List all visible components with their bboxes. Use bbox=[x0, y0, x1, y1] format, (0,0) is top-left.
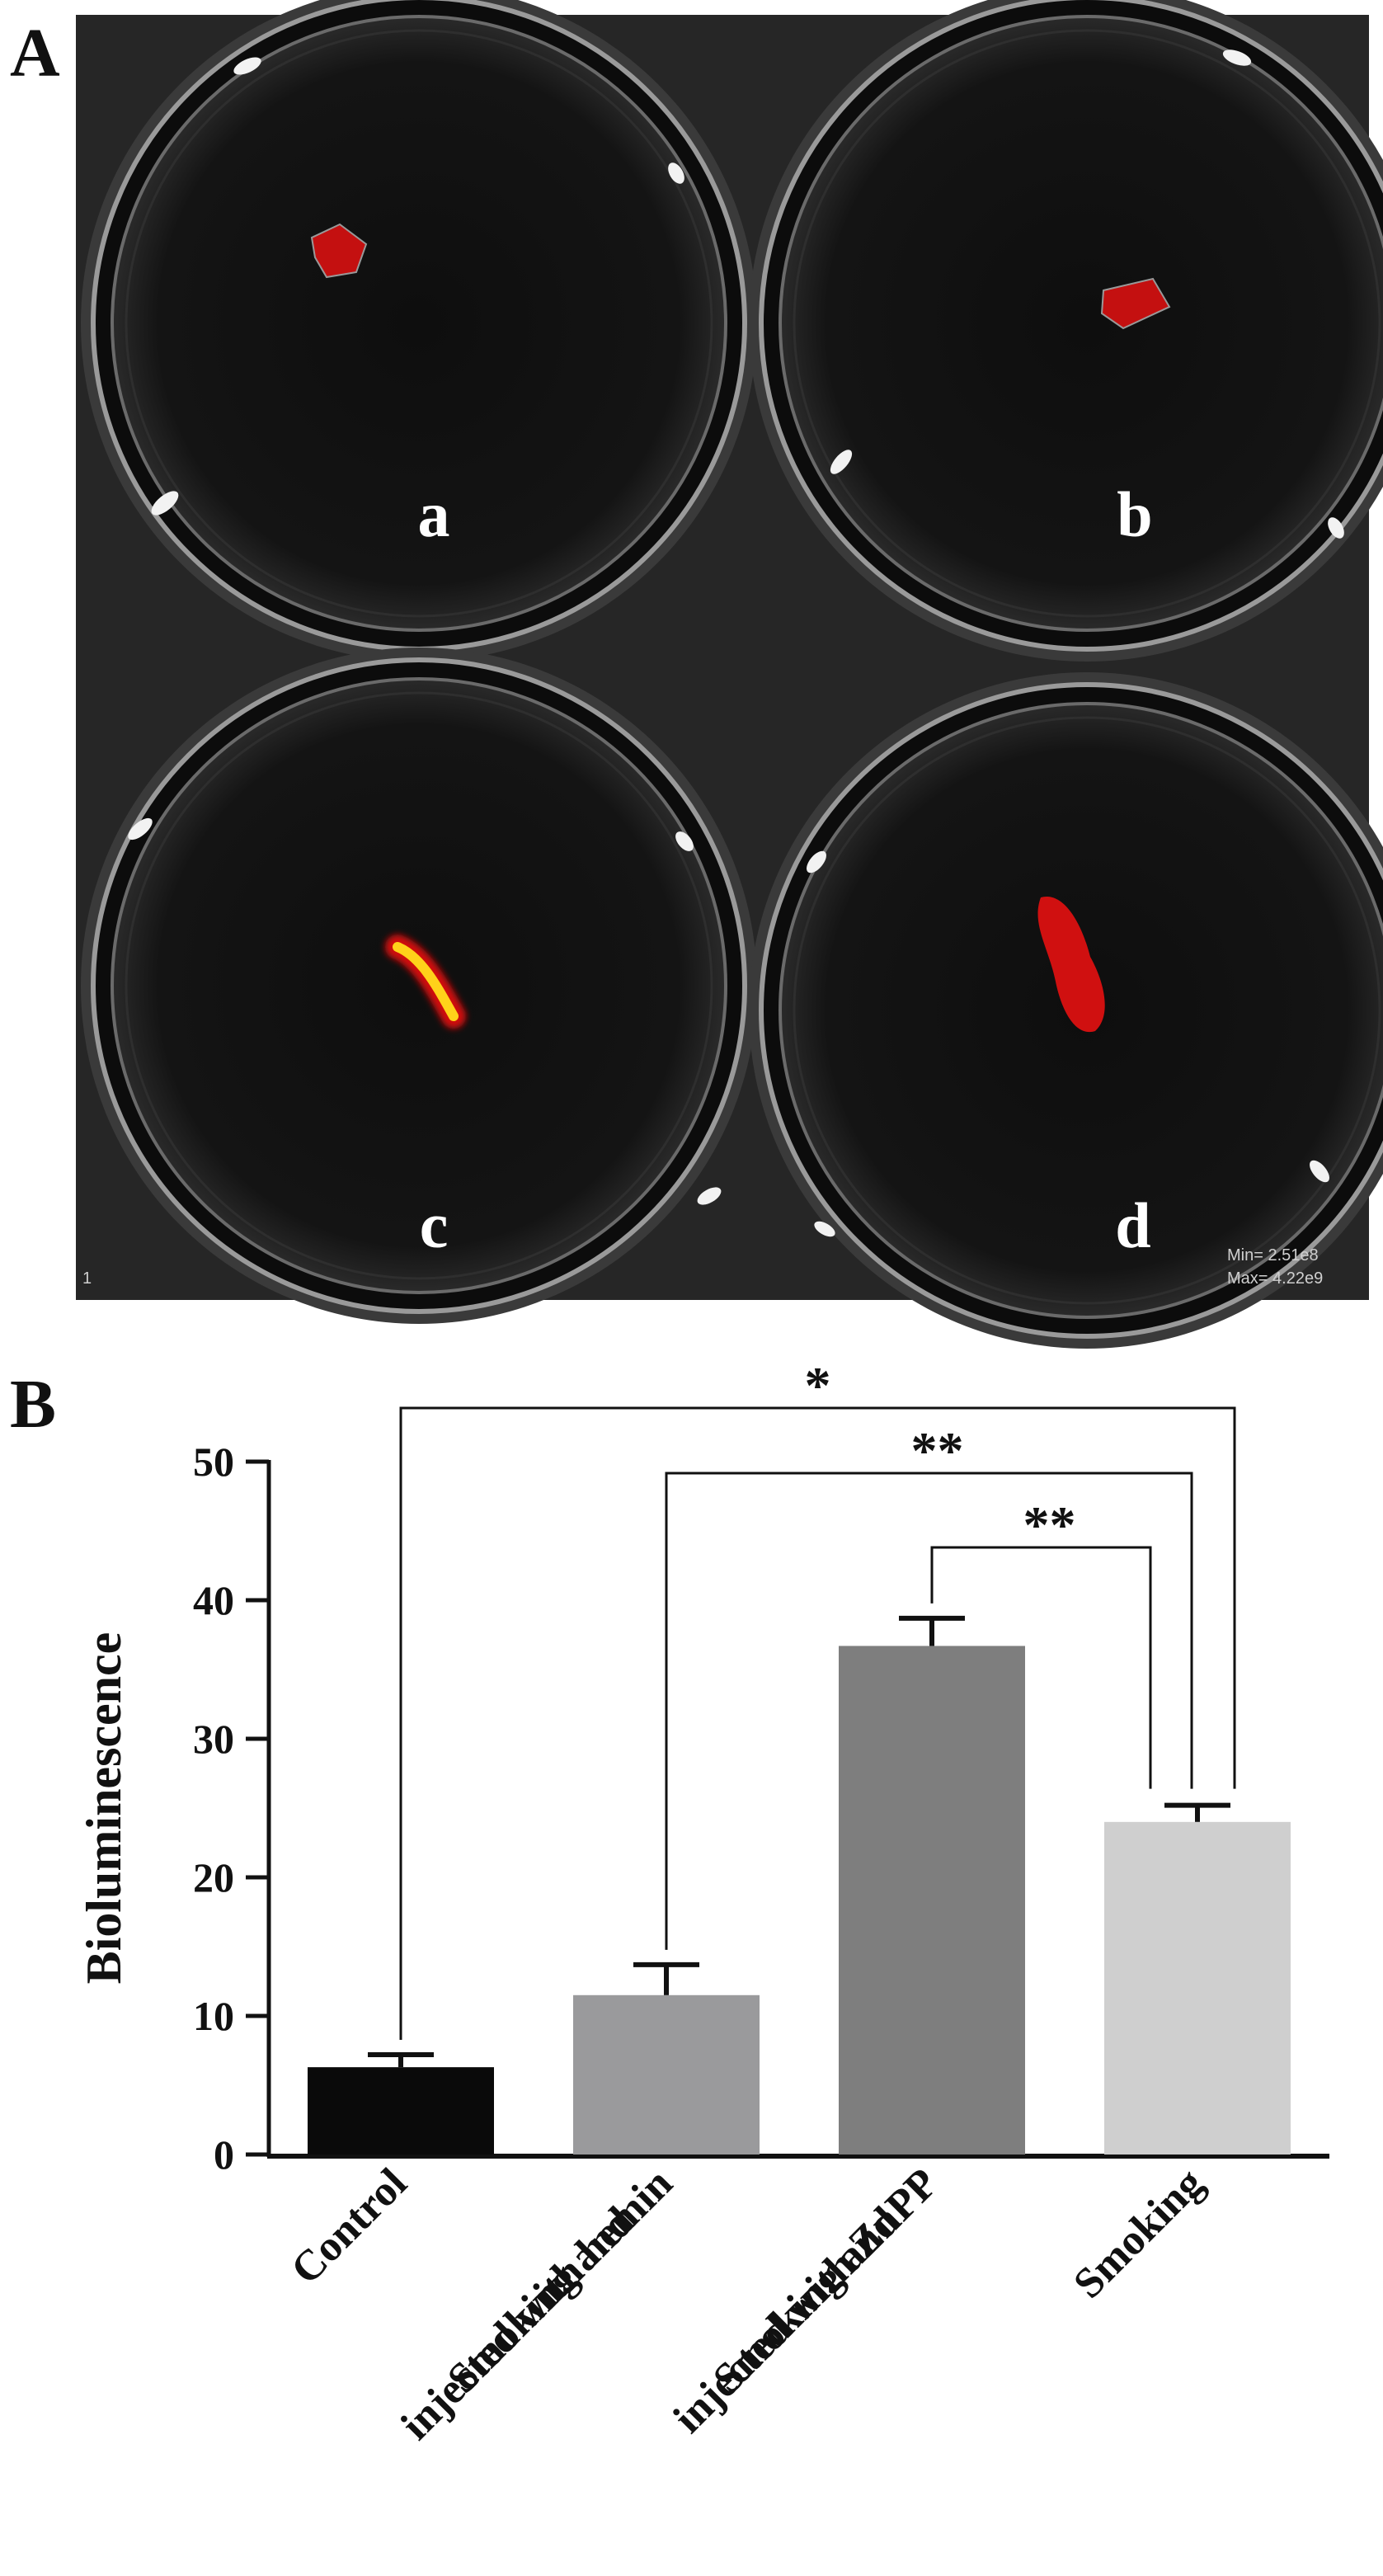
bars bbox=[308, 1646, 1291, 2155]
category-label-3-line-0: Smoking bbox=[1065, 2159, 1212, 2307]
y-tick-label-1: 10 bbox=[193, 1993, 234, 2039]
category-label-2-line-1: injected with ZnPP bbox=[665, 2159, 948, 2442]
y-tick-label-4: 40 bbox=[193, 1577, 234, 1623]
rim-highlights bbox=[128, 49, 1344, 1237]
bar-2 bbox=[839, 1646, 1025, 2155]
dish-label-b: b bbox=[1117, 478, 1152, 550]
significance-brackets: ***** bbox=[399, 1356, 1236, 2041]
significance-bracket-1 bbox=[665, 1472, 1193, 1950]
y-tick-label-5: 50 bbox=[193, 1439, 234, 1485]
panel-a-image: a b c d Min= 2.51e8 Max= 4.22e9 1 bbox=[76, 0, 1383, 1349]
petri-dish-b bbox=[749, 0, 1383, 662]
bar-3 bbox=[1104, 1821, 1291, 2155]
y-ticks: 0 10 20 30 40 50 bbox=[193, 1439, 269, 2178]
y-tick-label-2: 20 bbox=[193, 1854, 234, 1900]
signal-dish-c bbox=[385, 935, 466, 1029]
y-tick-label-3: 30 bbox=[193, 1716, 234, 1762]
error-bars bbox=[368, 1615, 1230, 2068]
category-label-1-line-1: injected with hemin bbox=[393, 2159, 682, 2449]
bar-1 bbox=[573, 1994, 760, 2155]
petri-dish-a bbox=[81, 0, 757, 662]
significance-bracket-2 bbox=[930, 1546, 1152, 1789]
signal-dish-b bbox=[1100, 277, 1171, 330]
signal-dish-d bbox=[1037, 896, 1105, 1033]
panel-a-letter: A bbox=[10, 15, 60, 92]
dish-label-a: a bbox=[418, 478, 450, 550]
dish-label-d: d bbox=[1115, 1189, 1150, 1261]
significance-label-2: ** bbox=[1023, 1495, 1076, 1554]
corner-mark: 1 bbox=[82, 1269, 92, 1288]
significance-bracket-0 bbox=[399, 1406, 1236, 2041]
petri-dish-c bbox=[81, 648, 757, 1324]
scale-min-text: Min= 2.51e8 bbox=[1227, 1246, 1319, 1264]
category-label-0-line-0: Control bbox=[282, 2159, 416, 2293]
y-axis: 0 10 20 30 40 50 bbox=[193, 1439, 271, 2178]
y-axis-title: Bioluminescence bbox=[77, 1632, 131, 1985]
bar-0 bbox=[308, 2067, 494, 2155]
panel-b-letter: B bbox=[10, 1366, 56, 1443]
signal-dish-a bbox=[310, 223, 368, 279]
significance-label-1: ** bbox=[911, 1421, 964, 1480]
y-tick-label-0: 0 bbox=[214, 2131, 234, 2178]
significance-label-0: * bbox=[805, 1356, 831, 1415]
dish-label-c: c bbox=[420, 1189, 449, 1261]
scale-max-text: Max= 4.22e9 bbox=[1227, 1269, 1323, 1288]
